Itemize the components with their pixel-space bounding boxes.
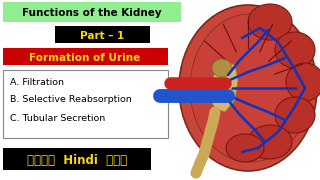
Text: C. Tubular Secretion: C. Tubular Secretion <box>10 114 105 123</box>
Ellipse shape <box>286 63 320 101</box>
Ellipse shape <box>275 97 315 133</box>
Ellipse shape <box>248 125 292 159</box>
Ellipse shape <box>179 5 317 171</box>
Ellipse shape <box>275 32 315 68</box>
Text: Formation of Urine: Formation of Urine <box>29 53 140 62</box>
FancyBboxPatch shape <box>3 2 181 22</box>
FancyBboxPatch shape <box>3 148 151 170</box>
Text: जाने  Hindi  में: जाने Hindi में <box>27 154 127 166</box>
Text: Functions of the Kidney: Functions of the Kidney <box>22 8 162 18</box>
Ellipse shape <box>190 14 310 162</box>
Text: B. Selective Reabsorption: B. Selective Reabsorption <box>10 94 132 103</box>
FancyBboxPatch shape <box>55 26 150 43</box>
Text: Part – 1: Part – 1 <box>80 30 124 40</box>
Ellipse shape <box>248 4 292 40</box>
FancyBboxPatch shape <box>3 70 168 138</box>
Ellipse shape <box>212 59 232 77</box>
Polygon shape <box>208 60 238 112</box>
Text: A. Filtration: A. Filtration <box>10 78 64 87</box>
Ellipse shape <box>226 134 264 162</box>
FancyBboxPatch shape <box>3 48 168 65</box>
